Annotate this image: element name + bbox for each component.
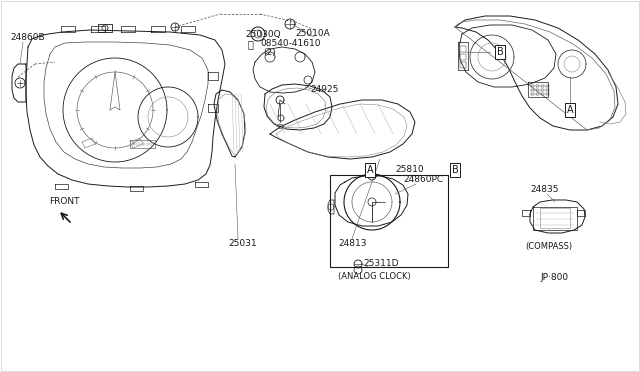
- Text: 25311D: 25311D: [363, 260, 399, 269]
- Text: FRONT: FRONT: [49, 198, 79, 206]
- Text: 24835: 24835: [530, 186, 559, 195]
- Text: 08540-41610: 08540-41610: [260, 39, 321, 48]
- Text: JP·800: JP·800: [540, 273, 568, 282]
- Text: 24860PC: 24860PC: [403, 176, 443, 185]
- Text: 25010A: 25010A: [295, 29, 330, 38]
- Text: B: B: [452, 165, 458, 175]
- Text: 24925: 24925: [310, 84, 339, 93]
- Text: A: A: [566, 105, 573, 115]
- Text: 25810: 25810: [395, 166, 424, 174]
- Text: 25031: 25031: [228, 240, 257, 248]
- Text: Ⓢ: Ⓢ: [248, 39, 254, 49]
- Text: (2): (2): [263, 48, 276, 57]
- Text: (ANALOG CLOCK): (ANALOG CLOCK): [338, 273, 411, 282]
- Text: B: B: [497, 47, 504, 57]
- Text: (COMPASS): (COMPASS): [525, 243, 572, 251]
- Text: 24860B: 24860B: [10, 33, 45, 42]
- Text: A: A: [367, 165, 373, 175]
- Text: 25030Q: 25030Q: [245, 29, 280, 38]
- Text: 24813: 24813: [338, 240, 367, 248]
- Bar: [330, 175, 448, 267]
